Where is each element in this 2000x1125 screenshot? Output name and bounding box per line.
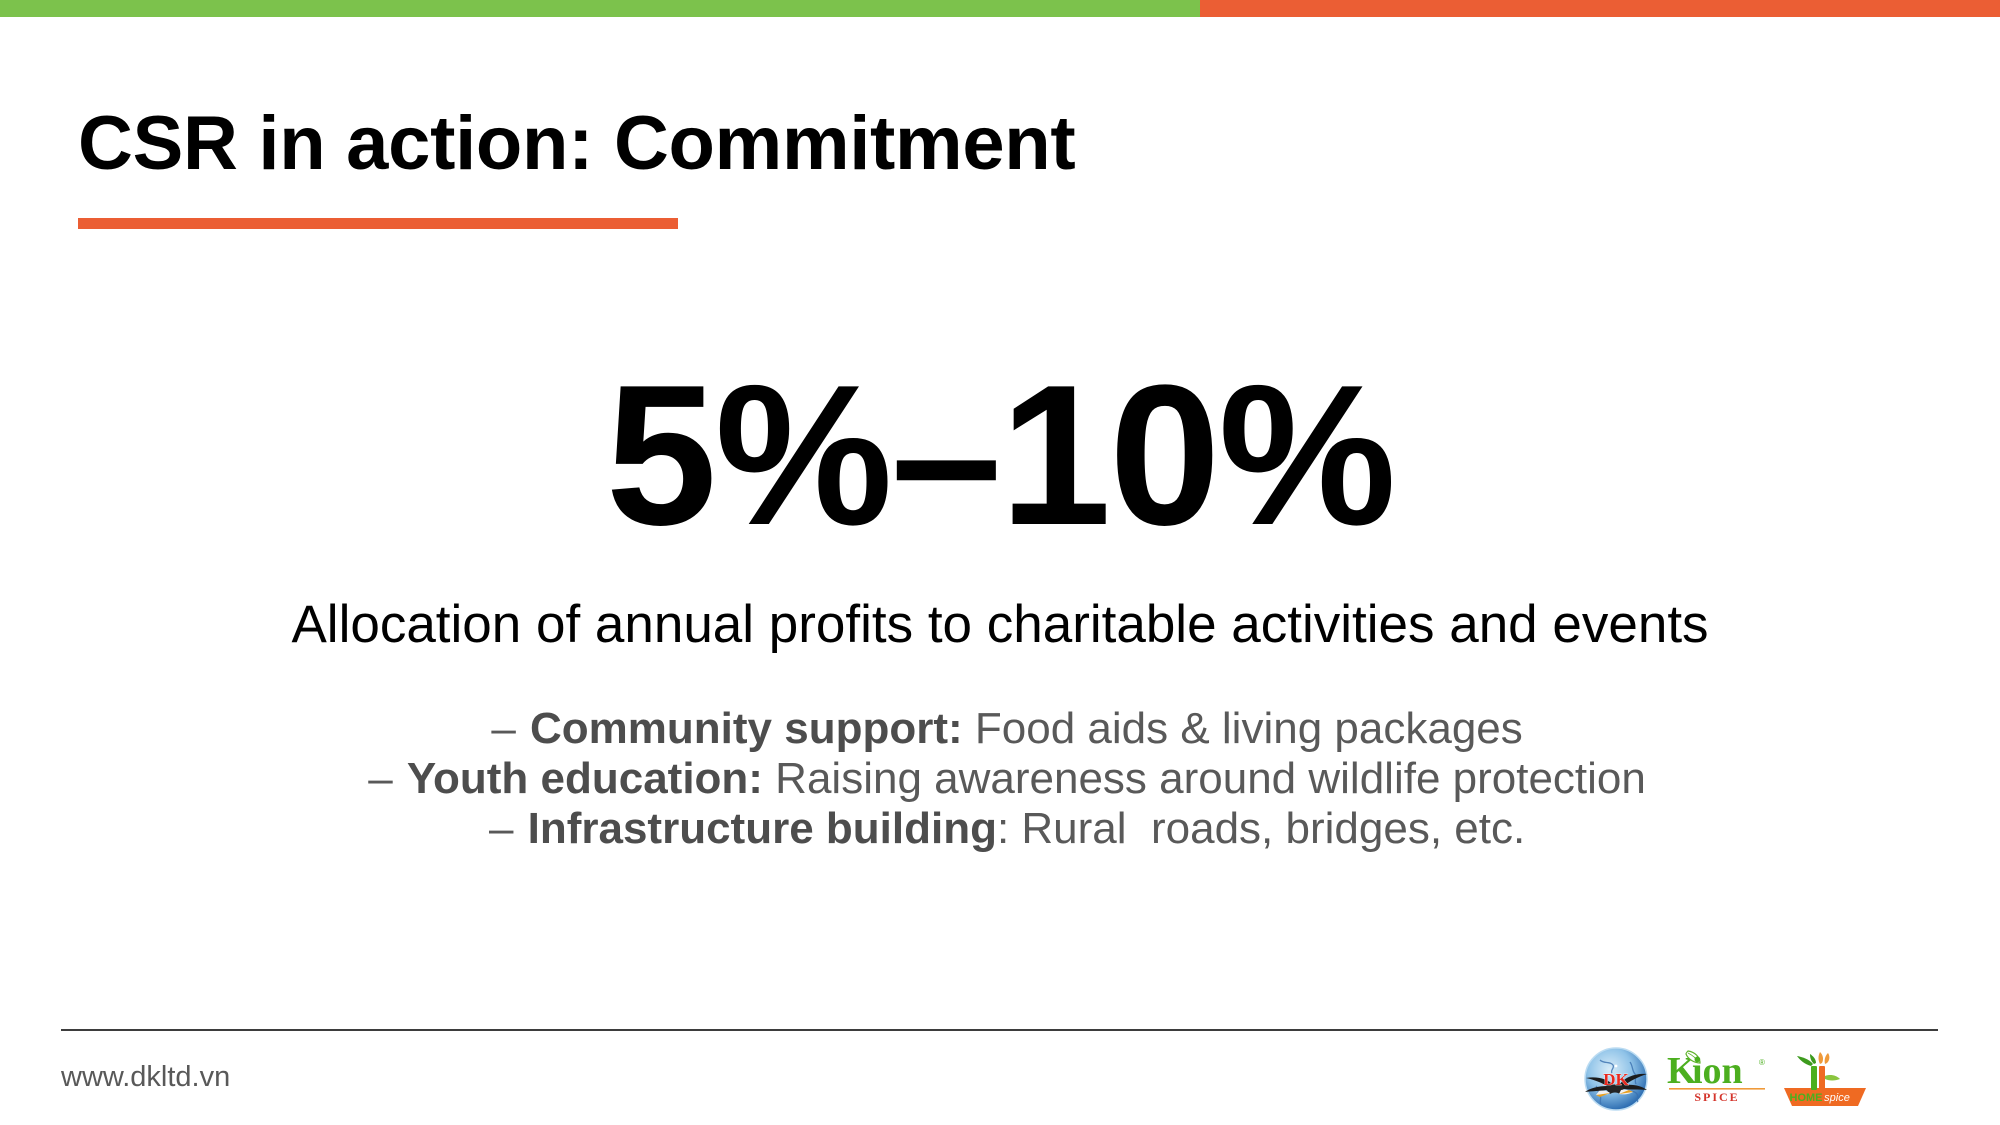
svg-text:ion: ion bbox=[1692, 1050, 1743, 1092]
svg-text:spice: spice bbox=[1824, 1092, 1850, 1104]
svg-text:SPICE: SPICE bbox=[1694, 1090, 1739, 1104]
svg-text:DK: DK bbox=[1603, 1070, 1629, 1089]
svg-text:®: ® bbox=[1759, 1058, 1765, 1067]
svg-text:HOME: HOME bbox=[1790, 1092, 1823, 1104]
